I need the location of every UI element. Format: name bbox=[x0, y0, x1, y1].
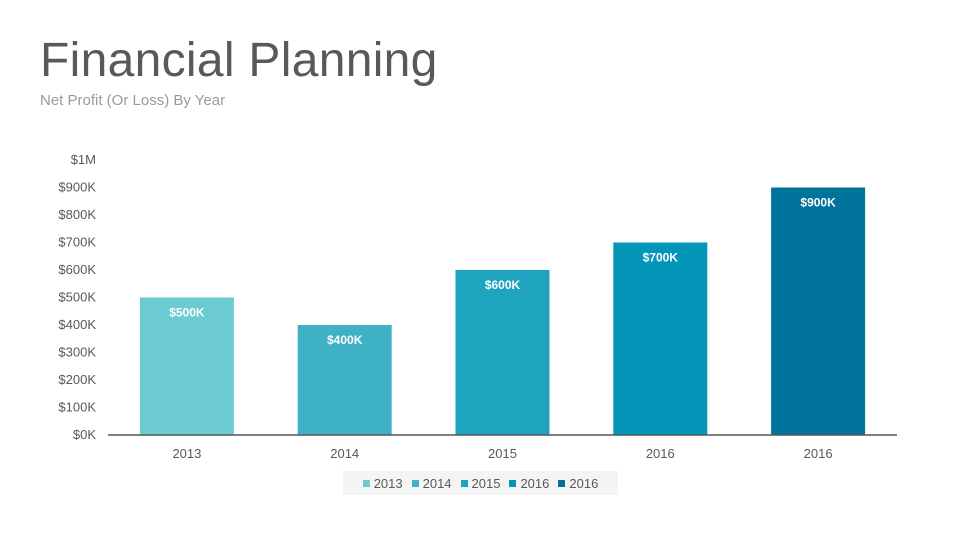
legend-item-2015: 2015 bbox=[460, 475, 501, 491]
legend-item-2016a: 2016 bbox=[509, 476, 549, 491]
legend-item-2014: 2014 bbox=[411, 475, 452, 491]
legend-swatch bbox=[460, 479, 468, 487]
page-title: Financial Planning bbox=[40, 34, 438, 87]
x-tick-label: 2014 bbox=[330, 446, 359, 461]
y-tick-label: $500K bbox=[58, 290, 96, 305]
legend-label: 2014 bbox=[422, 475, 452, 491]
data-label: $900K bbox=[800, 196, 836, 210]
data-label: $600K bbox=[485, 278, 521, 292]
data-label: $500K bbox=[169, 306, 205, 320]
x-tick-label: 2015 bbox=[488, 446, 517, 461]
bar bbox=[613, 242, 708, 435]
y-tick-label: $300K bbox=[58, 345, 96, 360]
y-tick-label: $600K bbox=[58, 262, 96, 277]
legend-item-2013: 2013 bbox=[362, 475, 403, 491]
legend-label: 2015 bbox=[471, 475, 501, 491]
y-tick-label: $100K bbox=[58, 400, 96, 415]
y-tick-label: $400K bbox=[58, 317, 96, 332]
legend-label: 2016 bbox=[520, 475, 550, 491]
legend-swatch bbox=[558, 479, 566, 487]
bar bbox=[455, 270, 550, 435]
x-tick-label: 2016 bbox=[646, 446, 675, 461]
x-tick-label: 2013 bbox=[172, 446, 201, 461]
legend-label: 2013 bbox=[373, 475, 403, 491]
legend-item-2016b: 2016 bbox=[558, 476, 598, 491]
chart-legend: 2013 2014 2015 2016 2016 bbox=[343, 471, 618, 495]
x-tick-label: 2016 bbox=[804, 446, 833, 461]
data-label: $400K bbox=[327, 333, 363, 347]
bar bbox=[139, 297, 234, 435]
y-tick-label: $1M bbox=[71, 152, 96, 167]
y-tick-label: $900K bbox=[58, 180, 96, 195]
data-label: $700K bbox=[643, 251, 679, 265]
bar bbox=[771, 187, 866, 435]
legend-label: 2016 bbox=[569, 475, 599, 491]
legend-swatch bbox=[509, 479, 517, 487]
page-subtitle: Net Profit (Or Loss) By Year bbox=[40, 92, 226, 109]
y-tick-label: $800K bbox=[58, 207, 96, 222]
y-tick-label: $200K bbox=[58, 372, 96, 387]
legend-swatch bbox=[411, 479, 419, 487]
y-tick-label: $700K bbox=[58, 235, 96, 250]
y-tick-label: $0K bbox=[73, 427, 96, 442]
bar bbox=[297, 325, 392, 435]
legend-swatch bbox=[362, 479, 370, 487]
